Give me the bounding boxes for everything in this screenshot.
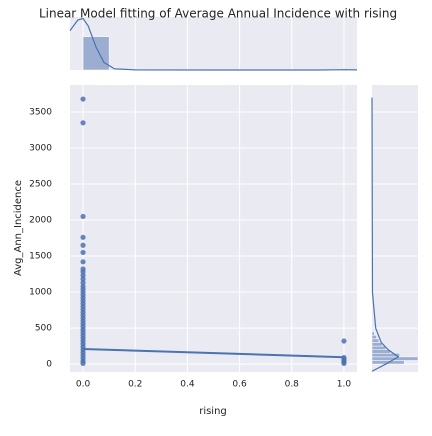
y-tick-label: 3000 [29,144,52,154]
point [341,361,346,366]
x-tick-label: 0.8 [285,380,300,390]
point [341,338,346,343]
x-tick-label: 0.2 [128,380,142,390]
right-hist-bar [372,339,379,343]
x-axis-label: rising [199,406,227,417]
point [80,250,85,255]
y-tick-label: 3500 [29,108,52,118]
x-tick-label: 1.0 [337,380,352,390]
right-hist-bar [372,346,386,350]
point [80,120,85,125]
y-axis-label: Avg_Ann_Incidence [13,180,24,276]
main-panel [70,85,357,372]
right-hist-bar [372,350,390,354]
right-panel [372,85,418,372]
y-tick-label: 1500 [29,252,52,262]
top-panel [70,17,357,70]
right-hist-bar [372,332,374,336]
point [80,243,85,248]
point [80,361,85,366]
point [80,259,85,264]
right-hist-bar [372,335,377,339]
y-tick-label: 2500 [29,180,52,190]
y-tick-label: 2000 [29,216,52,226]
x-tick-label: 0.0 [76,380,91,390]
point [80,96,85,101]
point [80,235,85,240]
right-hist-bar [372,342,382,346]
x-tick-label: 0.4 [180,380,195,390]
chart-title: Linear Model fitting of Average Annual I… [39,7,397,21]
y-tick-label: 500 [35,324,52,334]
x-tick-label: 0.6 [232,380,247,390]
point [80,214,85,219]
y-tick-label: 1000 [29,288,52,298]
y-tick-label: 0 [46,360,52,370]
top-hist-bar [83,37,109,70]
